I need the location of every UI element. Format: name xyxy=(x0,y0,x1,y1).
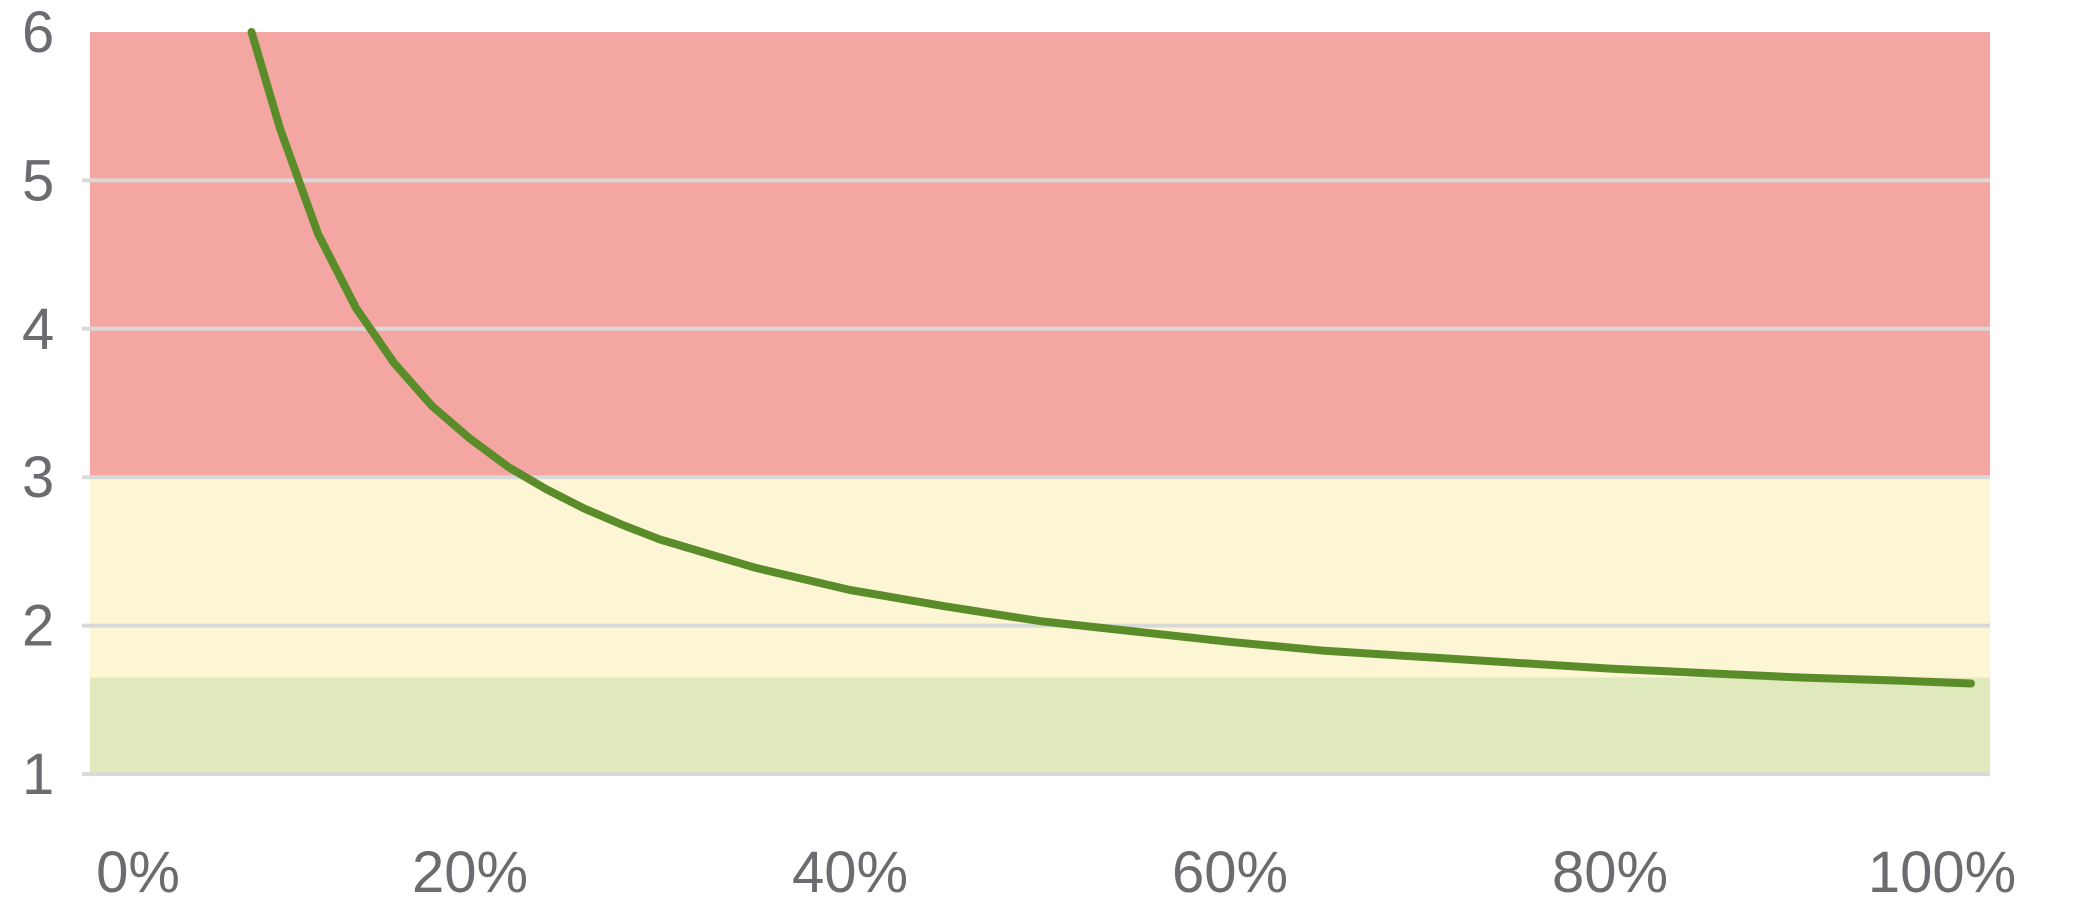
x-tick-label: 80% xyxy=(1552,840,1668,905)
y-tick-label: 5 xyxy=(22,148,54,213)
band-0 xyxy=(90,32,1990,478)
x-tick-label: 20% xyxy=(412,840,528,905)
x-tick-label: 40% xyxy=(792,840,908,905)
x-tick-label: 0% xyxy=(96,840,180,905)
series-layer xyxy=(247,28,1975,688)
gridlines xyxy=(82,178,1990,776)
band-2 xyxy=(90,677,1990,774)
y-tick-label: 6 xyxy=(22,0,54,65)
x-tick-label: 100% xyxy=(1868,840,2016,905)
y-tick-label: 1 xyxy=(22,742,54,807)
y-axis-tick-labels: 1 2 3 4 5 6 xyxy=(22,0,54,807)
band-1 xyxy=(90,477,1990,678)
series-line-0 xyxy=(247,28,1975,688)
y-tick-label: 2 xyxy=(22,594,54,659)
x-axis-tick-labels: 0% 20% 40% 60% 80% 100% xyxy=(96,840,2016,905)
y-tick-label: 3 xyxy=(22,445,54,510)
background-bands xyxy=(90,32,1990,774)
y-tick-label: 4 xyxy=(22,297,54,362)
x-tick-label: 60% xyxy=(1172,840,1288,905)
